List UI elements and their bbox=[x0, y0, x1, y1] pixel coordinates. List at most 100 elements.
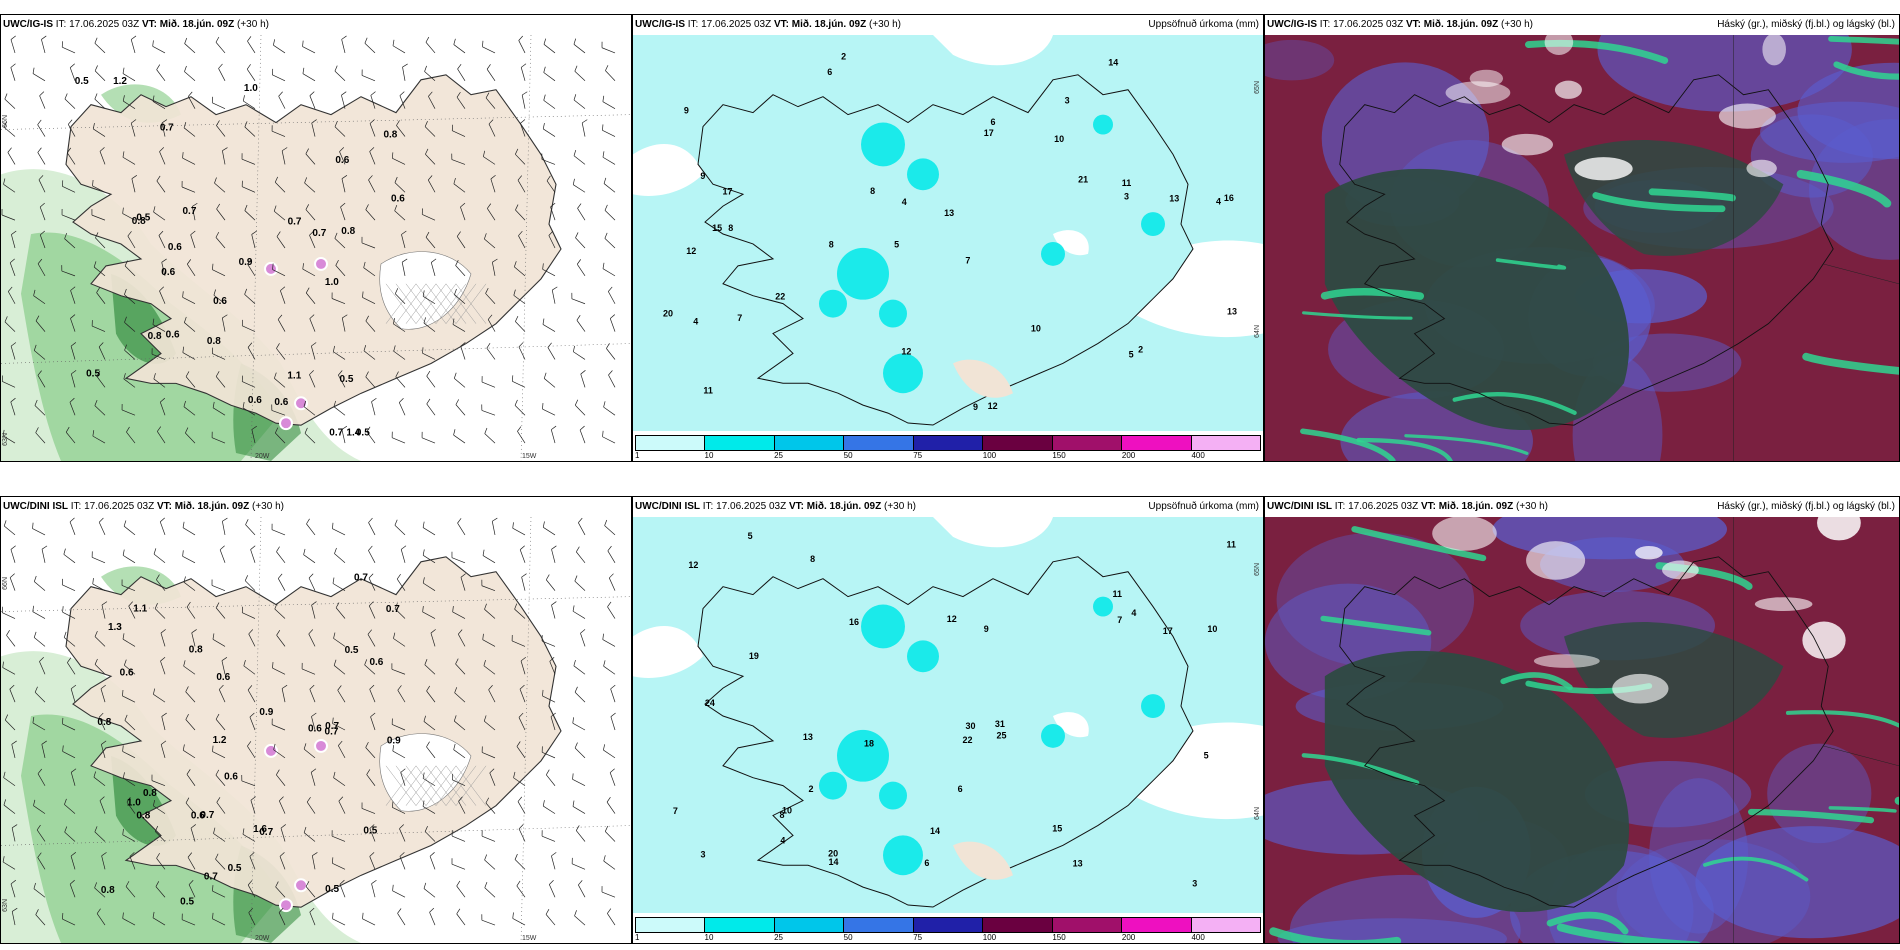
wind-value-label: 1.1 bbox=[287, 370, 301, 381]
lead-time: (+30 h) bbox=[884, 501, 916, 512]
panel-r0-wind: UWC/IG-IS IT: 17.06.2025 03Z VT: Mið. 18… bbox=[0, 14, 632, 462]
valid-time: VT: Mið. 18.jún. 09Z bbox=[1405, 19, 1499, 30]
colorbar-swatch bbox=[983, 436, 1053, 450]
wind-value-label: 0.7 bbox=[200, 810, 214, 821]
precip-value-label: 4 bbox=[1216, 196, 1221, 206]
wind-value-label: 0.6 bbox=[308, 723, 322, 734]
precip-value-label: 21 bbox=[1078, 175, 1088, 185]
colorbar-swatch bbox=[1122, 436, 1192, 450]
precip-value-label: 24 bbox=[705, 698, 715, 708]
wind-value-label: 0.6 bbox=[391, 193, 405, 204]
colorbar-tick-label: 50 bbox=[843, 933, 853, 942]
precip-value-label: 4 bbox=[780, 835, 785, 845]
wind-value-label: 1.0 bbox=[244, 83, 258, 94]
model-name: UWC/IG-IS bbox=[635, 19, 685, 30]
wind-value-label: 0.8 bbox=[383, 129, 397, 140]
panel-header: UWC/IG-IS IT: 17.06.2025 03Z VT: Mið. 18… bbox=[1265, 15, 1899, 35]
wind-value-label: 0.9 bbox=[259, 707, 273, 718]
colorbar-swatches bbox=[635, 917, 1261, 933]
precip-value-label: 7 bbox=[673, 806, 678, 816]
valid-time: VT: Mið. 18.jún. 09Z bbox=[141, 19, 235, 30]
wind-value-label: 0.8 bbox=[132, 216, 146, 227]
wind-value-label: 1.4 bbox=[346, 428, 360, 439]
precip-map[interactable]: 3 4 5 6 7 8 10 11 14 17 13 12 9 16 20 18 19 22 25 30 24 31 11 1… bbox=[633, 517, 1263, 913]
precip-value-label: 13 bbox=[1073, 859, 1083, 869]
lead-time: (+30 h) bbox=[1516, 501, 1548, 512]
wind-map[interactable]: 0.6 0.8 1.2 1.0 0.5 0.7 0.8 0.6 0.6 0.7 0.8 1.0 0.5 0… bbox=[1, 35, 631, 461]
lat-label-top: 65N bbox=[1254, 563, 1261, 576]
lon-label-right: 15W bbox=[522, 453, 537, 460]
product-title: Uppsöfnuð úrkoma (mm) bbox=[1148, 501, 1259, 512]
wind-value-label: 0.6 bbox=[168, 242, 182, 253]
precip-value-label: 25 bbox=[997, 730, 1007, 740]
precip-value-label: 14 bbox=[930, 826, 940, 836]
precip-value-label: 22 bbox=[963, 735, 973, 745]
precip-value-label: 12 bbox=[686, 246, 696, 256]
colorbar-tick-label: 200 bbox=[1121, 451, 1136, 460]
precip-value-label: 12 bbox=[988, 401, 998, 411]
wind-map[interactable]: 0.6 0.5 0.7 0.6 0.5 0.8 1.2 1.0 0.7 0.9 0.8 1.1 0.5 0… bbox=[1, 517, 631, 943]
wind-value-label: 0.6 bbox=[166, 330, 180, 341]
colorbar-swatch bbox=[774, 918, 845, 932]
wind-value-label: 0.5 bbox=[136, 212, 150, 223]
cloud-map[interactable] bbox=[1265, 35, 1899, 461]
wind-value-label: 0.7 bbox=[329, 428, 343, 439]
colorbar-swatch bbox=[1191, 436, 1260, 450]
precip-value-label: 22 bbox=[775, 291, 785, 301]
panel-header: UWC/IG-IS IT: 17.06.2025 03Z VT: Mið. 18… bbox=[633, 15, 1263, 35]
wind-value-label: 0.7 bbox=[183, 206, 197, 217]
precip-value-label: 8 bbox=[728, 223, 733, 233]
precip-value-label: 10 bbox=[1031, 324, 1041, 334]
precip-value-label: 15 bbox=[1052, 823, 1062, 833]
wind-value-label: 0.8 bbox=[136, 811, 150, 822]
precip-value-label: 12 bbox=[688, 560, 698, 570]
precip-map[interactable]: 2 3 4 5 7 8 9 10 12 17 13 11 6 8 9 12 12 14 21 22 17 15 16 13 20… bbox=[633, 35, 1263, 431]
colorbar-swatch bbox=[913, 436, 984, 450]
precip-value-label: 11 bbox=[1112, 589, 1122, 599]
colorbar-swatch bbox=[774, 436, 845, 450]
panel-header: UWC/DINI ISL IT: 17.06.2025 03Z VT: Mið.… bbox=[1265, 497, 1899, 517]
wind-value-label: 1.2 bbox=[113, 76, 127, 87]
wind-value-label: 0.5 bbox=[345, 645, 359, 656]
colorbar-tick-label: 1 bbox=[635, 451, 640, 460]
precip-value-label: 7 bbox=[965, 256, 970, 266]
precip-value-label: 9 bbox=[984, 624, 989, 634]
precip-value-label: 12 bbox=[901, 347, 911, 357]
wind-value-label: 0.6 bbox=[161, 267, 175, 278]
colorbar-swatches bbox=[635, 435, 1261, 451]
colorbar-tick-label: 150 bbox=[1052, 933, 1066, 942]
product-title: Háský (gr.), miðský (fj.bl.) og lágský (… bbox=[1717, 501, 1895, 512]
precip-value-label: 13 bbox=[803, 732, 813, 742]
panel-header: UWC/DINI ISL IT: 17.06.2025 03Z VT: Mið.… bbox=[1, 497, 631, 517]
lead-time: (+30 h) bbox=[1501, 19, 1533, 30]
colorbar-tick-label: 150 bbox=[1052, 451, 1066, 460]
cloud-map[interactable] bbox=[1265, 517, 1899, 943]
init-time: IT: 17.06.2025 03Z bbox=[1319, 19, 1404, 30]
colorbar-tick-label: 10 bbox=[704, 933, 714, 942]
precip-value-label: 3 bbox=[1124, 191, 1129, 201]
lat-label-bottom: 64N bbox=[1254, 325, 1261, 338]
wind-value-label: 0.7 bbox=[325, 727, 339, 738]
colorbar-tick-label: 25 bbox=[774, 451, 784, 460]
precip-value-label: 20 bbox=[663, 308, 673, 318]
precip-value-label: 10 bbox=[782, 805, 792, 815]
wind-value-label: 0.8 bbox=[148, 331, 162, 342]
wind-value-label: 0.6 bbox=[274, 397, 288, 408]
wind-value-label: 1.1 bbox=[133, 604, 147, 615]
colorbar-swatch bbox=[1191, 918, 1260, 932]
lead-time: (+30 h) bbox=[252, 501, 284, 512]
precip-value-label: 9 bbox=[700, 171, 705, 181]
lat-label-bottom: 63N bbox=[2, 899, 9, 912]
colorbar-swatch bbox=[1122, 918, 1192, 932]
model-name: UWC/DINI ISL bbox=[1267, 501, 1332, 512]
valid-time: VT: Mið. 18.jún. 09Z bbox=[1420, 501, 1514, 512]
precip-value-label: 13 bbox=[1227, 306, 1237, 316]
model-name: UWC/IG-IS bbox=[3, 19, 53, 30]
wind-value-label: 0.5 bbox=[325, 884, 339, 895]
wind-value-label: 1.0 bbox=[325, 277, 339, 288]
model-name: UWC/IG-IS bbox=[1267, 19, 1317, 30]
precip-value-label: 14 bbox=[1108, 57, 1118, 67]
model-name: UWC/DINI ISL bbox=[3, 501, 68, 512]
colorbar-tick-label: 75 bbox=[913, 451, 923, 460]
precip-value-label: 5 bbox=[748, 531, 753, 541]
